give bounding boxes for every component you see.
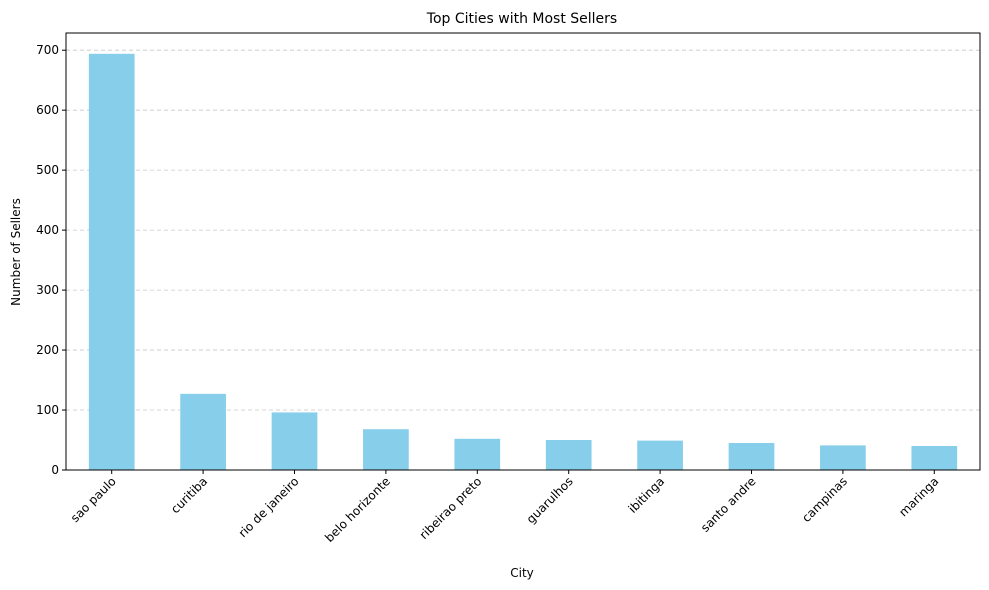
y-axis-label: Number of Sellers [9,198,23,306]
y-tick-label: 500 [36,163,59,177]
bar [454,438,501,470]
y-tick-label: 200 [36,343,59,357]
y-tick-label: 600 [36,103,59,117]
y-tick-label: 400 [36,223,59,237]
grid-lines [66,49,980,411]
bar [637,440,683,470]
y-axis-ticks: 0 100 200 300 400 500 600 700 [36,43,66,477]
y-tick-label: 100 [36,403,59,417]
bar [911,446,958,470]
y-tick-label: 700 [36,43,59,57]
bar [88,53,135,471]
y-tick-label: 300 [36,283,59,297]
y-tick-label: 0 [51,463,59,477]
bar [728,443,775,470]
bar [271,412,318,470]
bars [88,53,958,471]
axes [65,32,981,471]
bar [180,393,226,470]
bar [820,445,866,470]
bar [545,440,592,470]
plot-frame [65,32,981,471]
bar [363,429,409,470]
chart-title: Top Cities with Most Sellers [426,11,617,27]
x-axis-label: City [510,566,534,580]
